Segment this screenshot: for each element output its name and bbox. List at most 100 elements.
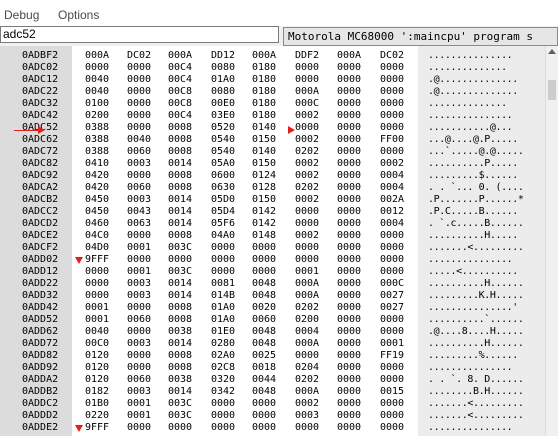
hex-word[interactable]: 0002 [295,158,320,169]
hex-word[interactable]: 0014 [168,290,193,301]
memory-row[interactable]: 0ADCB2 0450 0003 0014 05D0 0150 0002 0000 002A .P… [0,194,558,206]
hex-word[interactable]: 01A0 [211,314,236,325]
hex-word[interactable]: 0140 [252,146,277,157]
hex-word[interactable]: 0410 [85,158,110,169]
hex-word[interactable]: 003C [168,398,193,409]
hex-word[interactable]: 0001 [127,410,152,421]
memory-row[interactable]: 0ADDD2 0220 0001 003C 0000 0000 0003 0000 0000..… [0,410,558,422]
hex-word[interactable]: 01A0 [211,302,236,313]
cpu-space-select[interactable]: Motorola MC68000 ':maincpu' program s [283,27,558,46]
hex-word[interactable]: 0000 [337,122,362,133]
hex-word[interactable]: 0000 [252,242,277,253]
memory-row[interactable]: 0ADD32 0000 0003 0014 014B 0048 000A 0000 0027..… [0,290,558,302]
hex-word[interactable]: 0540 [211,146,236,157]
hex-word[interactable]: 0600 [211,170,236,181]
hex-word[interactable]: 0004 [295,326,320,337]
hex-word[interactable]: 00E0 [211,98,236,109]
hex-word[interactable]: 000A [168,50,193,61]
hex-word[interactable]: 0100 [85,98,110,109]
hex-word[interactable]: 0001 [295,266,320,277]
hex-word[interactable]: 0014 [168,278,193,289]
hex-word[interactable]: 0150 [252,194,277,205]
hex-word[interactable]: 0180 [252,98,277,109]
hex-word[interactable]: 0000 [295,254,320,265]
hex-word[interactable]: 01B0 [85,398,110,409]
hex-word[interactable]: 0000 [337,158,362,169]
hex-word[interactable]: 0000 [337,170,362,181]
hex-word[interactable]: 0008 [168,134,193,145]
hex-word[interactable]: 0000 [337,254,362,265]
hex-word[interactable]: 05F6 [211,218,236,229]
hex-word[interactable]: 0000 [337,266,362,277]
hex-word[interactable]: 0003 [127,290,152,301]
hex-word[interactable]: 0000 [337,182,362,193]
hex-word[interactable]: 0000 [337,290,362,301]
hex-word[interactable]: 0038 [168,326,193,337]
hex-word[interactable]: 0460 [85,218,110,229]
hex-word[interactable]: 0000 [127,86,152,97]
hex-word[interactable]: 0002 [295,134,320,145]
hex-word[interactable]: 0014 [168,338,193,349]
hex-word[interactable]: 003C [168,242,193,253]
hex-word[interactable]: 01A0 [211,74,236,85]
hex-word[interactable]: 000A [295,290,320,301]
hex-word[interactable]: 0001 [85,314,110,325]
hex-word[interactable]: 0004 [380,182,405,193]
hex-word[interactable]: 0000 [252,410,277,421]
hex-word[interactable]: DC02 [380,50,405,61]
hex-word[interactable]: 0004 [380,218,405,229]
hex-word[interactable]: 0000 [127,98,152,109]
hex-word[interactable]: 0000 [337,206,362,217]
hex-word[interactable]: 0000 [380,254,405,265]
hex-word[interactable]: 0000 [337,326,362,337]
hex-word[interactable]: 0000 [380,98,405,109]
hex-word[interactable]: 0202 [295,374,320,385]
hex-word[interactable]: 0048 [252,338,277,349]
hex-word[interactable]: 0180 [252,86,277,97]
hex-word[interactable]: DDF2 [295,50,320,61]
hex-word[interactable]: 0003 [127,158,152,169]
hex-word[interactable]: 0000 [127,302,152,313]
hex-word[interactable]: 0000 [85,62,110,73]
hex-word[interactable]: 0000 [337,398,362,409]
hex-word[interactable]: 9FFF [85,254,110,265]
hex-word[interactable]: 0014 [168,194,193,205]
hex-word[interactable]: 0000 [337,146,362,157]
hex-word[interactable]: 0000 [337,134,362,145]
hex-word[interactable]: 0540 [211,134,236,145]
hex-word[interactable]: 0008 [168,362,193,373]
hex-word[interactable]: 0000 [337,278,362,289]
memory-row[interactable]: 0ADDE2 9FFF 0000 0000 0000 0000 0000 0000 0000..… [0,422,558,434]
hex-word[interactable]: 0000 [380,410,405,421]
hex-word[interactable]: 0000 [211,266,236,277]
hex-word[interactable]: 00C4 [168,110,193,121]
hex-word[interactable]: 0001 [127,398,152,409]
hex-word[interactable]: 0027 [380,290,405,301]
memory-view[interactable]: 0ADBF2 000A DC02 000A DD12 000A DDF2 000A DC02..… [0,46,558,436]
hex-word[interactable]: 05D4 [211,206,236,217]
hex-word[interactable]: 04A0 [211,230,236,241]
hex-word[interactable]: 0000 [211,242,236,253]
hex-word[interactable]: 0202 [295,302,320,313]
hex-word[interactable]: 0000 [380,110,405,121]
hex-word[interactable]: 0000 [127,62,152,73]
memory-row[interactable]: 0ADD12 0000 0001 003C 0000 0000 0001 0000 0000..… [0,266,558,278]
hex-word[interactable]: 0450 [85,194,110,205]
hex-word[interactable]: 0000 [211,398,236,409]
hex-word[interactable]: 0180 [252,62,277,73]
hex-word[interactable]: 0180 [252,74,277,85]
hex-word[interactable]: 0000 [380,242,405,253]
hex-word[interactable]: 0000 [295,62,320,73]
hex-word[interactable]: 0000 [337,110,362,121]
hex-word[interactable]: 0002 [295,398,320,409]
memory-row[interactable]: 0ADD52 0001 0060 0008 01A0 0060 0200 0000 0000..… [0,314,558,326]
hex-word[interactable]: 000A [85,50,110,61]
hex-word[interactable]: 0388 [85,146,110,157]
hex-word[interactable]: 0000 [380,266,405,277]
hex-word[interactable]: 0002 [380,158,405,169]
hex-word[interactable]: 000A [295,86,320,97]
hex-word[interactable]: 0220 [85,410,110,421]
hex-word[interactable]: 0000 [295,218,320,229]
memory-row[interactable]: 0ADC92 0420 0000 0008 0600 0124 0002 0000 0004..… [0,170,558,182]
hex-word[interactable]: 03E0 [211,110,236,121]
